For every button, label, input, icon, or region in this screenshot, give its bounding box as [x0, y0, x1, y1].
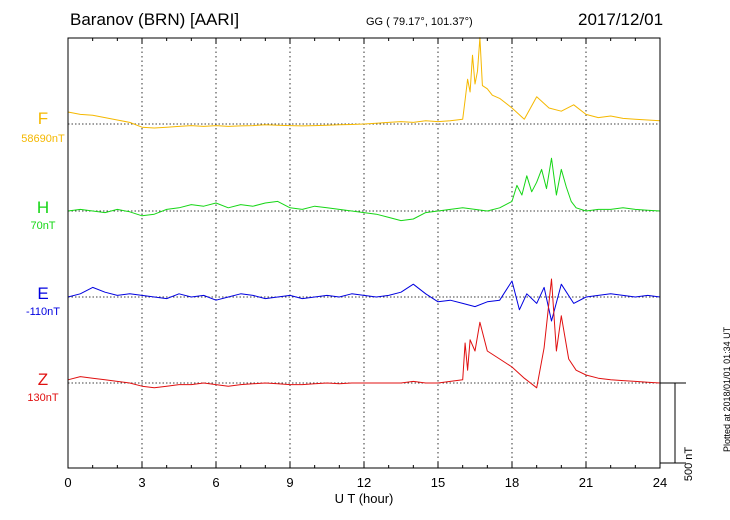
- x-tick-label: 18: [505, 475, 519, 490]
- series-line-e: [67, 280, 661, 322]
- series-line-f: [67, 37, 661, 129]
- series-baseline-value-e: -110nT: [26, 306, 60, 318]
- series-name-e: E: [37, 284, 48, 303]
- x-tick-label: 0: [64, 475, 71, 490]
- station-coordinates: GG ( 79.17°, 101.37°): [366, 16, 473, 28]
- x-tick-label: 12: [357, 475, 371, 490]
- chart-axes: 0 3 6 9 12 15 18 21 24 U T (hour) F 58690nT H 70nT E -1…: [21, 37, 695, 506]
- chart-title: Baranov (BRN) [AARI]: [70, 10, 240, 29]
- series-baseline-value-z: 130nT: [27, 392, 58, 404]
- plotted-timestamp: Plotted at 2018/01/01 01:34 UT: [722, 326, 730, 452]
- series-name-h: H: [37, 198, 49, 217]
- series-baseline-value-f: 58690nT: [21, 133, 65, 145]
- chart-series: [67, 37, 661, 389]
- series-line-z: [67, 278, 661, 389]
- chart-grid: [68, 38, 660, 468]
- series-name-z: Z: [38, 370, 48, 389]
- chart-date: 2017/12/01: [578, 10, 664, 29]
- scale-bar-label: 500 nT: [683, 447, 695, 482]
- x-axis-label: U T (hour): [335, 491, 394, 506]
- series-baseline-value-h: 70nT: [30, 220, 55, 232]
- x-tick-label: 15: [431, 475, 445, 490]
- series-name-f: F: [38, 109, 48, 128]
- x-tick-label: 9: [286, 475, 293, 490]
- x-tick-label: 24: [653, 475, 667, 490]
- x-tick-label: 3: [138, 475, 145, 490]
- x-tick-label: 21: [579, 475, 593, 490]
- series-line-h: [67, 157, 661, 222]
- x-tick-label: 6: [212, 475, 219, 490]
